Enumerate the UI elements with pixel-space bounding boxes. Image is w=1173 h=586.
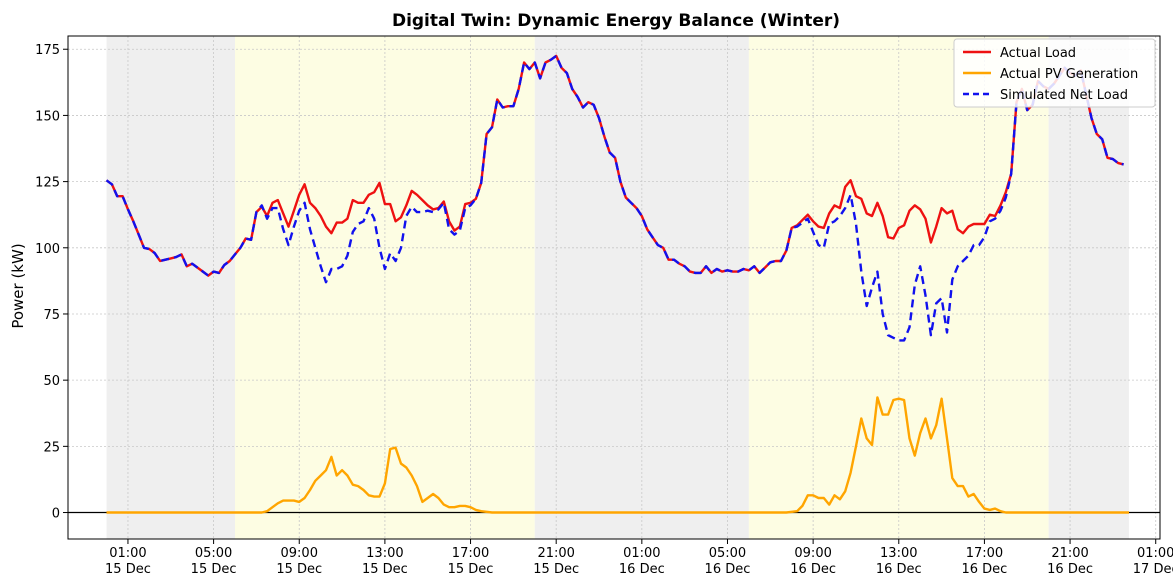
x-tick-label-date: 16 Dec <box>705 562 751 577</box>
shaded-region <box>235 36 535 539</box>
shaded-regions <box>106 36 1129 539</box>
x-tick-label-date: 16 Dec <box>876 562 922 577</box>
shaded-region <box>1048 36 1129 539</box>
shaded-region <box>106 36 236 539</box>
x-tick-label-time: 13:00 <box>366 546 403 561</box>
series-line <box>106 396 1129 514</box>
plot-frame <box>67 35 1161 540</box>
legend: Actual Load Actual PV Generation Simulated… <box>953 38 1156 108</box>
x-tick-label-time: 17:00 <box>966 546 1003 561</box>
x-tick-label-date: 15 Dec <box>448 562 494 577</box>
y-tick-label: 25 <box>43 440 60 455</box>
x-tick-label-time: 09:00 <box>794 546 831 561</box>
y-tick-label: 0 <box>52 507 60 522</box>
x-tick-label-time: 05:00 <box>195 546 232 561</box>
x-tick-label-date: 15 Dec <box>191 562 237 577</box>
x-tick-label-date: 16 Dec <box>619 562 665 577</box>
y-tick-label: 75 <box>43 308 60 323</box>
x-tick-label-date: 16 Dec <box>790 562 836 577</box>
legend-label: Simulated Net Load <box>1000 88 1128 103</box>
y-axis-label: Power (kW) <box>9 243 27 328</box>
x-tick-label-time: 01:00 <box>623 546 660 561</box>
x-tick-label-time: 21:00 <box>1051 546 1088 561</box>
x-tick-label-time: 01:00 <box>1137 546 1173 561</box>
legend-label: Actual Load <box>1000 46 1076 61</box>
x-tick-label-date: 15 Dec <box>533 562 579 577</box>
x-tick-label-date: 17 Dec <box>1133 562 1173 577</box>
x-tick-label-date: 15 Dec <box>276 562 322 577</box>
x-tick-label-date: 15 Dec <box>362 562 408 577</box>
x-tick-label-time: 09:00 <box>281 546 318 561</box>
series-lines <box>105 54 1129 514</box>
shaded-region <box>534 36 749 539</box>
y-tick-label: 50 <box>43 374 60 389</box>
y-tick-label: 125 <box>35 176 60 191</box>
y-tick-label: 150 <box>35 109 60 124</box>
x-tick-label-time: 05:00 <box>709 546 746 561</box>
series-line <box>105 54 1124 342</box>
x-tick-label-time: 01:00 <box>109 546 146 561</box>
legend-label: Actual PV Generation <box>1000 67 1138 82</box>
chart-title: Digital Twin: Dynamic Energy Balance (Wi… <box>392 11 840 31</box>
x-tick-label-date: 16 Dec <box>962 562 1008 577</box>
y-tick-label: 100 <box>35 242 60 257</box>
shaded-region <box>748 36 1049 539</box>
legend-box <box>953 38 1156 108</box>
x-tick-label-date: 16 Dec <box>1047 562 1093 577</box>
x-tick-label-time: 21:00 <box>537 546 574 561</box>
y-tick-label: 175 <box>35 43 60 58</box>
x-tick-label-time: 13:00 <box>880 546 917 561</box>
x-tick-label-date: 15 Dec <box>105 562 151 577</box>
x-tick-label-time: 17:00 <box>452 546 489 561</box>
